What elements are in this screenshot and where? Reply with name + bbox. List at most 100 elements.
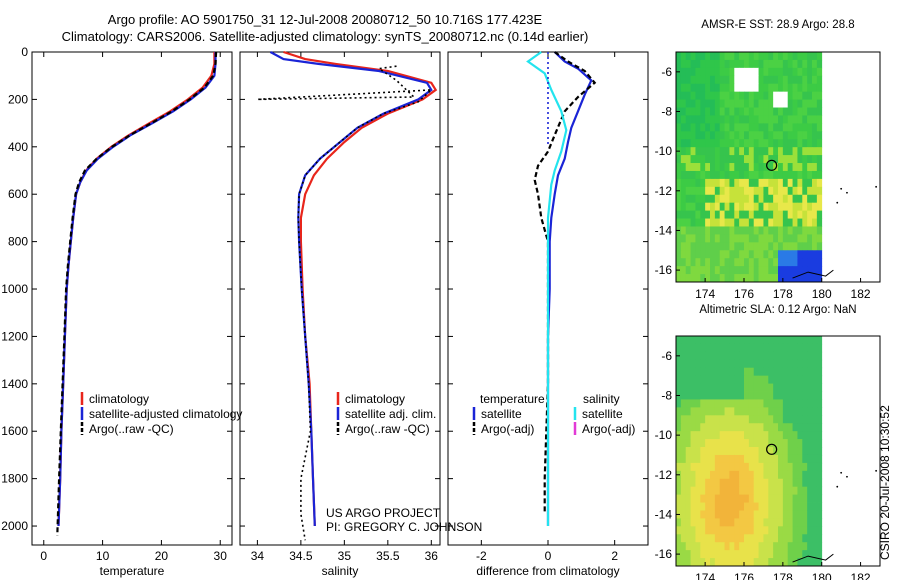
map-cell [802,415,808,424]
map-cell [734,343,740,353]
map-cell [802,107,808,116]
map-cell [719,75,725,85]
map-cell [787,534,793,543]
map-cell [734,250,740,259]
map-cell [782,351,789,361]
map-cell [758,399,764,408]
temperature-legend: climatology satellite-adjusted climatolo… [80,392,242,436]
map-cell [705,123,711,132]
x-tick-label: 10 [96,549,110,563]
map-cell [744,407,750,416]
map-cell [782,478,789,488]
map-cell [714,234,721,243]
map-cell [724,226,730,235]
island-dot [846,191,848,194]
map-cell [748,139,755,148]
map-cell [748,375,755,384]
map-cell [768,266,774,275]
map-cell [734,510,740,519]
map-cell [778,226,784,235]
map-cell [778,194,784,204]
map-cell [778,439,784,448]
map-cell [685,226,691,235]
map-cell [729,234,735,243]
map-cell [710,186,716,196]
map-cell [753,131,759,140]
coastline [792,269,834,279]
map-cell [685,336,691,345]
map-cell [816,407,823,416]
map-cell [744,510,750,519]
map-cell [695,558,701,567]
map-cell [773,431,779,440]
map-cell [685,526,691,535]
map-cell [705,67,711,77]
map-cell [695,226,701,235]
map-cell [748,59,755,69]
map-y-tick-label: -10 [655,428,673,442]
map-cell [676,462,682,472]
map-cell [724,351,730,361]
map-cell [782,75,789,85]
map-cell [792,99,798,108]
map-cell [739,234,745,243]
map-cell [724,423,730,432]
map-cell [729,147,735,156]
map-cell [724,258,730,267]
map-cell [705,274,711,283]
map-cell [734,83,740,93]
map-cell [773,194,779,204]
map-cell [705,343,711,353]
map-cell [676,218,682,227]
y-tick-label: 1600 [1,424,28,438]
map-cell [705,59,711,69]
map-cell [768,147,774,156]
map-cell [797,486,803,496]
map-cell [748,75,755,85]
map-cell [782,375,789,384]
map-cell [758,534,764,543]
map-cell [724,91,730,100]
map-cell [710,526,716,535]
map-cell [748,155,755,164]
map-cell [690,147,696,156]
map-cell [778,478,784,488]
map-cell [744,550,750,559]
map-cell [802,431,808,440]
map-cell [782,67,789,77]
map-cell [739,218,745,227]
map-cell [778,359,784,369]
map-cell [734,186,740,196]
map-cell [782,147,789,156]
map-cell [782,99,789,108]
map-cell [705,234,711,243]
map-cell [768,550,774,559]
map-cell [787,274,793,283]
map-cell [797,91,803,100]
map-cell [705,170,711,180]
map-cell [680,226,687,235]
map-cell [724,542,730,551]
map-cell [812,186,818,196]
map-cell [744,147,750,156]
map-cell [700,186,706,196]
map-cell [719,115,725,124]
map-cell [768,439,774,448]
map-cell [719,486,725,496]
map-cell [714,266,721,275]
map-y-tick-label: -12 [655,468,673,482]
map-cell [802,391,808,400]
map-cell [676,210,682,219]
map-cell [690,542,696,551]
map-cell [744,131,750,140]
map-cell [787,423,793,432]
map-cell [758,494,764,503]
map-cell [700,486,706,496]
map-cell [782,218,789,227]
map-cell [787,75,793,85]
map-cell [676,274,682,283]
map-cell [778,462,784,472]
map-cell [782,115,789,124]
map-cell [739,415,745,424]
map-cell [695,123,701,132]
